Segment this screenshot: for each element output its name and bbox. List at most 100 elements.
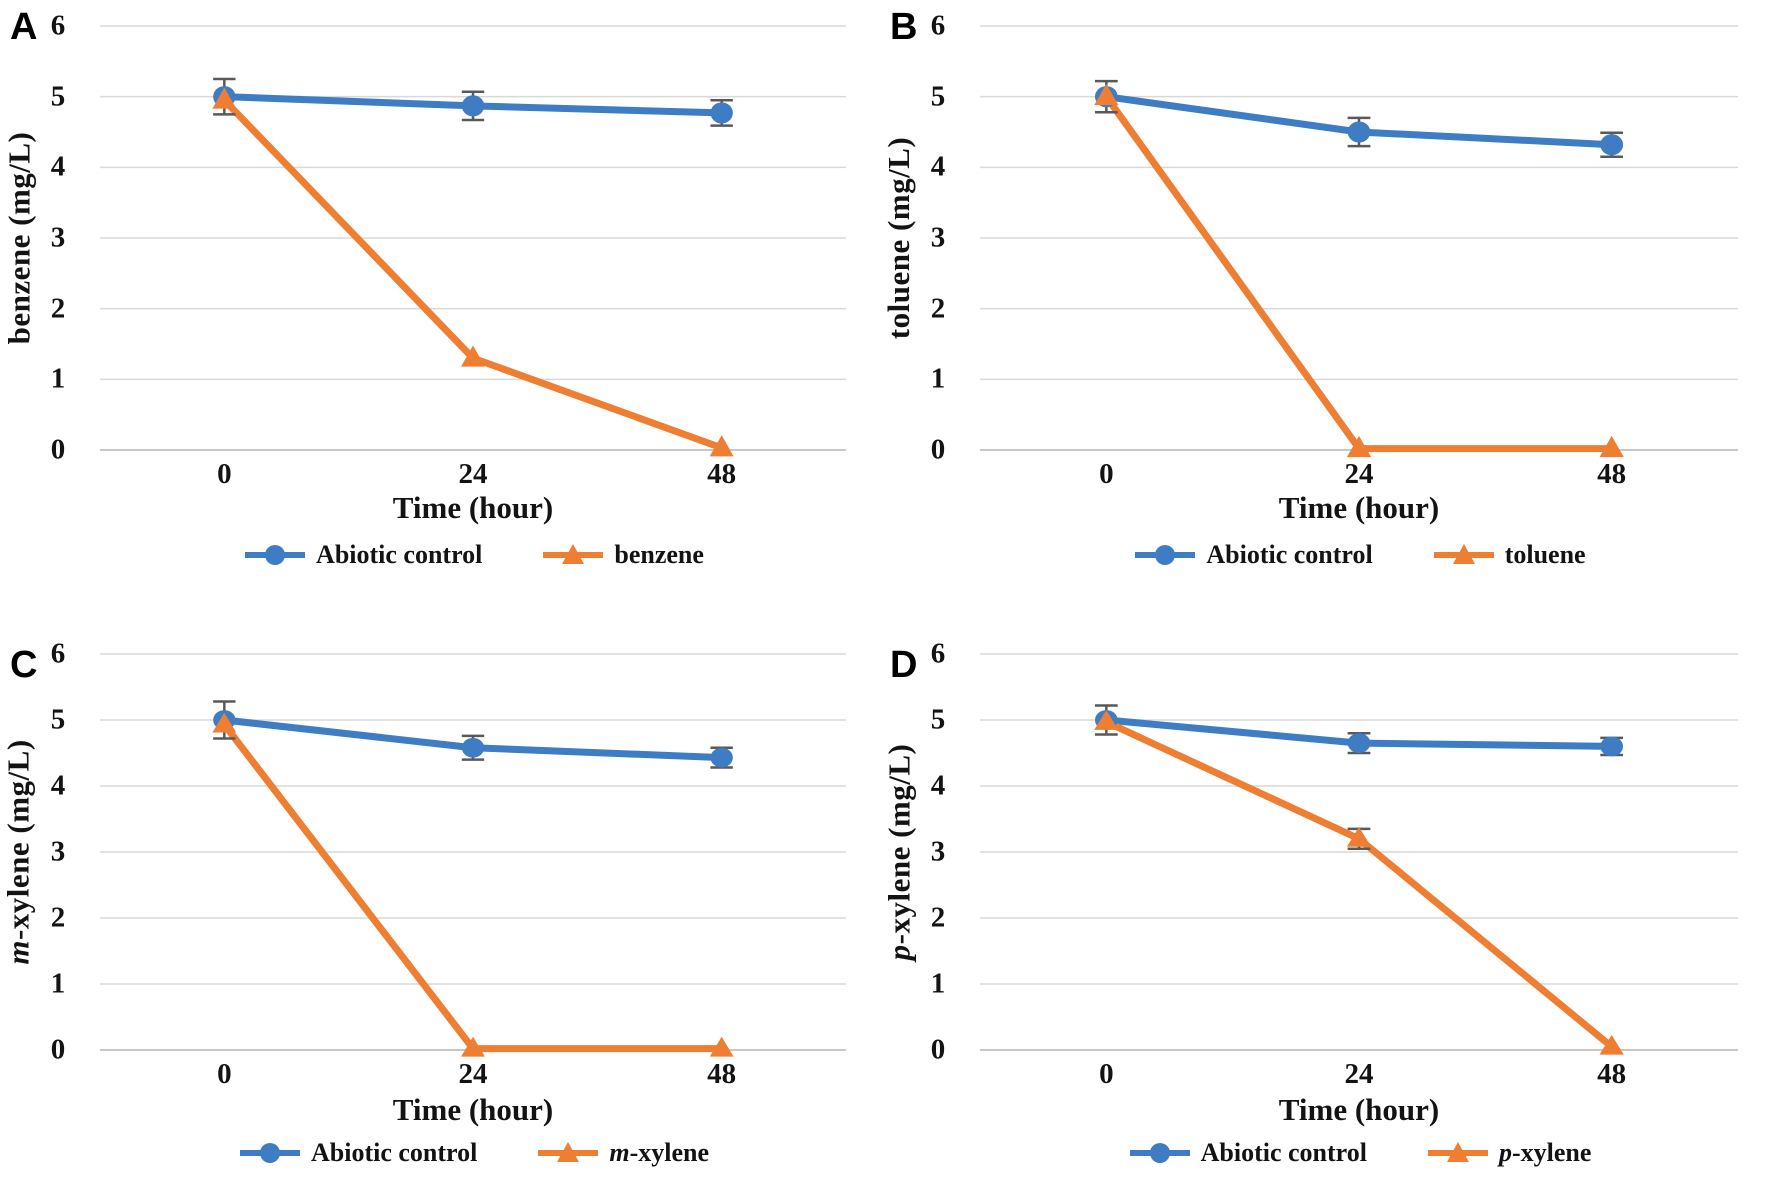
legend-item: p-xylene [1425, 1138, 1591, 1168]
x-axis-title: Time (hour) [392, 1092, 554, 1127]
panel-c-letter: C [10, 644, 38, 686]
y-axis-title-text: toluene (mg/L) [881, 136, 917, 340]
chart-canvas [100, 26, 846, 457]
marker-circle [1347, 733, 1371, 753]
y-tick-label: 6 [50, 637, 66, 670]
legend-label: benzene [614, 540, 704, 570]
panel-b-letter: B [890, 6, 918, 48]
x-tick-label: 0 [217, 1058, 232, 1090]
legend-circle-marker-icon [245, 545, 306, 565]
x-tick-label: 48 [1597, 458, 1627, 490]
marker-triangle [1346, 826, 1372, 847]
y-axis-ticks: 0 1 2 3 4 5 6 [34, 10, 82, 466]
legend-label-text: Abiotic control [1200, 1138, 1367, 1167]
y-axis-title: toluene (mg/L) [881, 137, 917, 339]
legend-item: Abiotic control [1127, 1138, 1367, 1168]
chart-legend: Abiotic control p-xylene [980, 1138, 1738, 1168]
marker-triangle [461, 345, 485, 367]
y-tick-label: 3 [50, 835, 66, 868]
legend-label-text: toluene [1504, 540, 1586, 569]
legend-item: toluene [1431, 540, 1586, 570]
chart-canvas [980, 26, 1738, 458]
y-tick-label: 2 [930, 901, 946, 934]
x-axis-title: Time (hour) [1278, 490, 1440, 525]
y-tick-label: 4 [930, 150, 946, 183]
y-tick-label: 5 [930, 703, 946, 736]
legend-marker [265, 545, 286, 565]
marker-triangle [1599, 435, 1624, 458]
y-axis-title: benzene (mg/L) [1, 132, 37, 345]
marker-circle [1600, 736, 1624, 757]
panel-a-letter: A [10, 6, 38, 48]
legend-marker [1452, 544, 1475, 564]
legend-circle-marker-icon [1135, 545, 1196, 565]
x-tick-label: 24 [458, 1058, 488, 1090]
y-axis-title-text: m [1, 940, 36, 965]
x-axis-title: Time (hour) [392, 490, 554, 525]
legend-label-text: p [1498, 1138, 1512, 1167]
legend-item: Abiotic control [242, 540, 482, 570]
marker-triangle [212, 87, 237, 109]
y-axis-title: p-xylene (mg/L) [881, 744, 917, 961]
y-tick-label: 0 [930, 1033, 946, 1066]
marker-circle [710, 747, 733, 768]
legend-label: p-xylene [1499, 1138, 1591, 1168]
x-tick-label: 0 [1099, 1058, 1114, 1090]
y-tick-label: 2 [50, 901, 66, 934]
chart-canvas [980, 654, 1738, 1055]
legend-marker [260, 1143, 280, 1163]
y-tick-label: 4 [50, 769, 66, 802]
y-tick-label: 0 [50, 1033, 66, 1066]
x-tick-label: 24 [1344, 1058, 1374, 1090]
y-axis-title: m-xylene (mg/L) [1, 739, 37, 964]
panel-d-letter: D [890, 644, 918, 686]
legend-label: Abiotic control [1206, 540, 1372, 570]
x-tick-label: 24 [1344, 458, 1374, 490]
legend-label: m-xylene [609, 1138, 709, 1168]
legend-label: Abiotic control [311, 1138, 477, 1168]
y-tick-label: 4 [930, 769, 946, 802]
legend-triangle-marker-icon [543, 544, 604, 564]
y-tick-label: 3 [930, 221, 946, 254]
marker-triangle [709, 435, 734, 457]
y-tick-label: 1 [930, 967, 946, 1000]
y-tick-label: 2 [50, 292, 66, 325]
chart-legend: Abiotic control toluene [980, 540, 1738, 570]
series-line [1106, 722, 1611, 1047]
legend-marker [557, 1142, 580, 1162]
legend-label-text: Abiotic control [1206, 540, 1373, 569]
y-tick-label: 0 [50, 433, 66, 466]
y-tick-label: 5 [930, 80, 946, 113]
marker-circle [1347, 121, 1371, 143]
legend-label: toluene [1505, 540, 1586, 570]
marker-triangle [1094, 83, 1119, 106]
panel-b: B toluene (mg/L) 0 1 2 3 4 5 6 0 24 48 Time (hou… [880, 0, 1772, 590]
x-axis-title: Time (hour) [1278, 1092, 1440, 1127]
y-axis-title-text: -xylene (mg/L) [881, 743, 916, 945]
x-tick-label: 24 [458, 458, 488, 490]
y-tick-label: 1 [50, 362, 66, 395]
marker-triangle [1094, 710, 1119, 730]
legend-item: Abiotic control [1132, 540, 1373, 570]
x-axis-ticks: 0 24 48 [100, 1058, 846, 1092]
chart-plot-area [980, 26, 1738, 458]
y-axis-ticks: 0 1 2 3 4 5 6 [34, 638, 82, 1066]
chart-plot-area [980, 654, 1738, 1055]
legend-label-text: -xylene [1511, 1138, 1592, 1167]
legend-marker [1149, 1143, 1170, 1163]
y-tick-label: 2 [930, 292, 946, 325]
legend-label-text: benzene [614, 540, 704, 569]
marker-triangle [212, 712, 237, 733]
x-tick-label: 0 [1099, 458, 1114, 490]
marker-circle [461, 95, 485, 117]
marker-triangle [709, 1036, 734, 1057]
series-line [224, 100, 721, 448]
legend-triangle-marker-icon [1427, 1142, 1488, 1162]
marker-triangle [1599, 1034, 1624, 1055]
chart-legend: Abiotic control benzene [100, 540, 846, 570]
series-line [1106, 97, 1611, 449]
y-tick-label: 0 [930, 433, 946, 466]
x-tick-label: 48 [1597, 1058, 1627, 1090]
